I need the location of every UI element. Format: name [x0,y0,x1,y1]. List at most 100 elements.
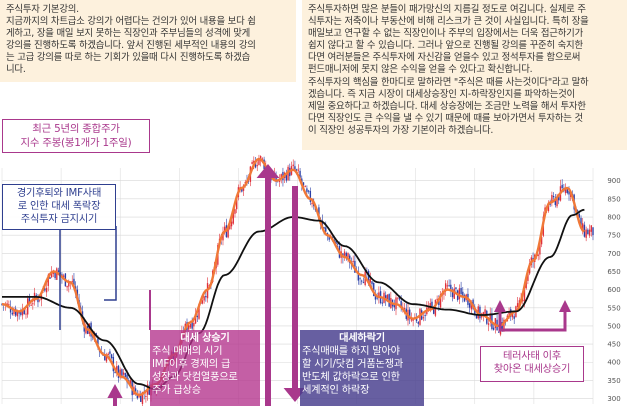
candle-body [397,297,399,299]
intro-line: 강의를 진행하도록 하겠습니다. 앞서 진행된 세부적인 내용의 강의 [6,40,256,52]
candle-body [439,294,442,308]
intro-line: 지금까지의 차트급소 강의가 어렵다는 건의가 있어 내용을 보다 쉽 [6,16,256,28]
candle-body [57,270,60,272]
candle-body [479,306,481,319]
body-line: 주식투자의 핵심을 한마디로 말하라면 "주식은 때를 사는것이다"라고 말하 [308,76,589,88]
candle-body [38,299,41,301]
candle-body [45,287,48,293]
candle-body [119,369,121,378]
candle-body [540,236,543,245]
body-text-panel: 주식투자하면 많은 분들이 패가망신의 지름길 정도로 여깁니다. 실제로 주 … [302,0,627,150]
y-tick-label: 600 [607,286,620,294]
candle-body [558,195,560,201]
candle-body [325,227,327,232]
candle-body [309,191,312,202]
candle-body [194,313,197,324]
candle-body [323,227,325,229]
body-line: 식투자는 저축이나 부동산에 비해 리스크가 큰 것이 사실입니다. 특히 장을 [308,16,589,28]
candle-body [49,277,51,279]
candle-body [122,372,125,375]
crash-period-line: 로 인한 대세 폭락장 [17,201,101,212]
intro-line: 는 고급 강의를 따로 하는 기회가 있을때 다시 진행하도록 하겠습 [6,52,251,64]
body-line: 펀드매니저에 못지 않은 수익을 얻을 수 있다고 확신합니다. [308,64,533,76]
candle-body [422,317,425,319]
candle-body [129,380,132,385]
candle-body [438,300,440,305]
candle-body [229,224,231,230]
candle-body [198,303,200,319]
candle-body [403,308,406,310]
price-trend-line [1,157,586,397]
candle-body [196,316,198,318]
candle-body [234,209,236,214]
candle-body [188,325,190,330]
candle-body [71,281,73,283]
candle-body [369,278,372,283]
candle-body [429,303,431,309]
candle-body [494,318,497,329]
candle-body [386,294,389,300]
candle-body [232,212,234,224]
y-tick-label: 850 [607,195,620,203]
candle-body [116,366,118,372]
candle-body [580,217,582,229]
y-tick-label: 550 [607,304,620,312]
candle-body [230,221,233,227]
y-tick-label: 450 [607,341,620,349]
candle-body [357,271,360,281]
crash-box-connector [104,226,117,301]
candle-body [498,331,500,333]
candle-body [455,287,457,289]
candle-body [513,316,515,319]
candle-body [203,296,205,301]
candle-body [145,395,147,397]
candle-body [88,323,91,334]
candle-body [307,190,310,192]
bull-market-heading: 대세 상승기 [180,333,230,344]
candle-body [400,300,402,307]
candle-body [587,229,589,235]
candle-body [373,282,375,297]
candle-body [590,225,592,232]
candle-body [371,281,373,285]
candle-body [40,291,43,300]
candle-body [13,311,15,315]
terror-rally-line: 찾아온 대세상승기 [493,364,571,375]
candle-body [463,295,466,302]
candle-body [554,197,557,206]
candle-body [431,301,433,307]
bull-market-box: 대세 상승기 주식 매매의 시기 IMF이후 경제의 급 성장과 닷컴열풍으로 … [150,330,260,406]
chart-title-box: 최근 5년의 종합주가 지수 주봉(봉1개가 1주일) [2,119,150,153]
candle-body [475,315,478,319]
body-line: 매일보고 연구할 수 없는 직장인이나 주부의 입장에서는 더욱 접근하기가 [308,28,583,40]
arrow-head [256,164,280,178]
arrow-shaft [113,396,117,406]
candle-body [432,308,435,314]
candle-body [304,185,306,188]
candle-body [345,252,348,258]
candle-body [482,312,485,316]
y-tick-label: 650 [607,268,620,276]
candle-body [73,278,75,288]
candle-body [451,289,454,298]
candle-body [109,351,111,354]
bull-market-line: 성장과 닷컴열풍으로 [152,372,238,383]
candle-body [256,165,258,167]
candle-body [582,223,584,231]
candle-body [468,303,471,308]
candle-body [205,296,207,298]
candle-body [566,189,569,193]
chart-title-line: 지수 주봉(봉1개가 1주일) [20,137,132,149]
candle-body [20,311,22,315]
candle-body [427,307,430,309]
candle-body [448,285,450,287]
y-tick-label: 700 [607,250,620,258]
candle-body [561,184,563,189]
candle-body [295,169,298,171]
candle-body [302,182,305,186]
candle-body [251,162,253,165]
candle-body [15,308,17,316]
candle-body [62,275,65,277]
candle-body [508,311,510,315]
arrow-shaft [265,176,271,406]
